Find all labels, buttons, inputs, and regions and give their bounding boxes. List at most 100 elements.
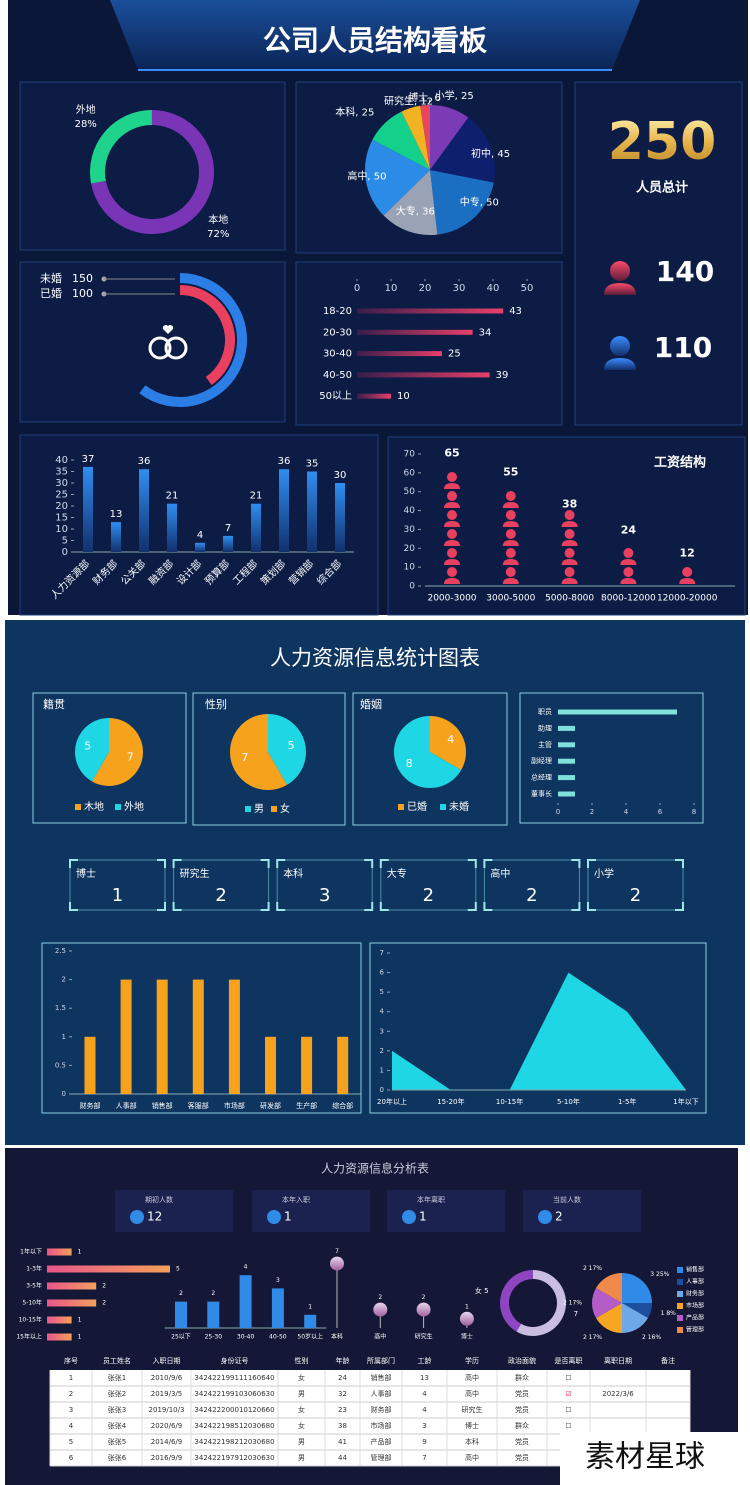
x-tick-label: 研究生: [415, 1333, 433, 1341]
table-cell: 41: [338, 1438, 347, 1446]
legend-swatch: [677, 1267, 683, 1273]
table-cell: 研究生: [462, 1405, 483, 1414]
person-body: [561, 540, 578, 546]
table-cell: 党员: [515, 1405, 529, 1414]
value-label: 研究生, 12: [384, 94, 433, 107]
y-tick-label: 40: [404, 506, 416, 516]
legend-swatch: [677, 1327, 683, 1333]
bar: [175, 1301, 187, 1328]
lollipop-head: [330, 1256, 344, 1271]
legend-label: 人事部: [686, 1278, 704, 1286]
table-cell: 博士: [465, 1421, 479, 1430]
panel: [41, 942, 362, 1114]
legend-label: 销售部: [686, 1266, 704, 1274]
value-label: 4: [197, 530, 203, 541]
category-label: 外地: [76, 103, 96, 116]
table-cell: ☐: [565, 1406, 571, 1414]
x-tick-label: 0: [556, 808, 560, 816]
y-tick-label: 70: [404, 450, 416, 460]
bar: [337, 1036, 349, 1094]
table-cell: 342422199111160640: [194, 1374, 274, 1382]
table-cell: 2022/3/6: [602, 1390, 634, 1398]
value-label: 5: [176, 1266, 180, 1273]
kpi-card: [252, 1190, 370, 1232]
bar: [558, 742, 575, 748]
ring-icon: [148, 336, 172, 360]
title-banner: [110, 0, 640, 70]
x-tick-label: 20: [419, 283, 432, 294]
category-label: 职员: [538, 708, 552, 716]
value-label: 初中, 45: [471, 147, 510, 160]
x-tick-label: 5-10年: [557, 1097, 580, 1106]
table-cell: ☑: [565, 1390, 571, 1398]
table-cell: 32: [338, 1390, 347, 1398]
x-tick-label: 10-15年: [496, 1097, 523, 1106]
bar: [307, 471, 317, 552]
person-body: [444, 559, 460, 565]
y-tick-label: 3: [380, 1027, 384, 1035]
y-tick-label: 5: [380, 988, 384, 996]
x-tick-label: 20年以上: [377, 1097, 407, 1106]
pie-slice: [596, 1273, 622, 1303]
value-label: 39: [496, 370, 509, 381]
x-tick-label: 博士: [461, 1333, 473, 1341]
person-body: [444, 540, 460, 546]
person-head: [447, 510, 457, 520]
table-cell: 张张2: [108, 1389, 126, 1398]
title: 公司人员结构看板: [263, 24, 487, 57]
bar: [111, 522, 121, 552]
y-tick-label: 35: [55, 467, 68, 478]
x-tick-label: 销售部: [152, 1101, 173, 1110]
value-label: 2 17%: [583, 1334, 602, 1341]
person-body: [561, 578, 578, 584]
title: 人力资源信息分析表: [321, 1161, 429, 1176]
value-label: 博士, 6: [408, 91, 441, 104]
legend-swatch: [677, 1303, 683, 1309]
total-label: 人员总计: [636, 180, 688, 196]
x-tick-label: 0: [354, 283, 360, 294]
x-tick-label: 8000-12000: [601, 594, 656, 604]
kpi-card: [523, 1190, 641, 1232]
table-cell: 2019/3/5: [151, 1390, 182, 1398]
x-tick-label: 50岁以上: [297, 1333, 323, 1341]
y-tick-label: 60: [404, 468, 416, 478]
edu-corner: [587, 859, 596, 868]
edu-box: [173, 859, 270, 911]
pie-slice: [383, 170, 438, 235]
table-cell: 市场部: [371, 1421, 392, 1430]
value-label: 1: [78, 1334, 82, 1341]
table-cell: 342422197912030630: [194, 1454, 274, 1462]
legend-swatch: [677, 1315, 683, 1321]
y-tick-label: 25: [55, 490, 68, 501]
bar: [84, 1036, 96, 1094]
table-cell: 党员: [515, 1453, 529, 1462]
y-tick-label: 6: [380, 969, 385, 977]
female-value: 110: [654, 331, 712, 364]
person-body: [561, 521, 578, 527]
category-label: 本地: [208, 213, 228, 226]
kpi-card: [387, 1190, 505, 1232]
panel: [369, 942, 707, 1114]
person-body: [444, 578, 460, 584]
value-label: 5: [84, 739, 91, 752]
ring-icon: [164, 336, 188, 360]
value-label: 3 25%: [650, 1271, 669, 1278]
kpi-value: 2: [555, 1210, 563, 1224]
value-label: 2: [179, 1290, 183, 1297]
value-label: 2 16%: [642, 1334, 661, 1341]
table-cell: 高中: [465, 1389, 479, 1398]
bar: [207, 1301, 220, 1328]
panel: [32, 692, 187, 824]
category-label: 已婚: [40, 286, 62, 300]
person-body: [444, 502, 460, 508]
person-head: [447, 548, 457, 558]
pie-slice: [365, 139, 430, 216]
table-cell: 38: [338, 1422, 347, 1430]
pie-slice: [430, 105, 469, 170]
value-label: 55: [503, 465, 518, 478]
pie-slice: [430, 716, 466, 770]
person-head: [447, 472, 457, 482]
table-header: 年龄: [336, 1356, 350, 1365]
table-cell: 男: [298, 1390, 305, 1398]
legend-swatch: [398, 804, 404, 810]
